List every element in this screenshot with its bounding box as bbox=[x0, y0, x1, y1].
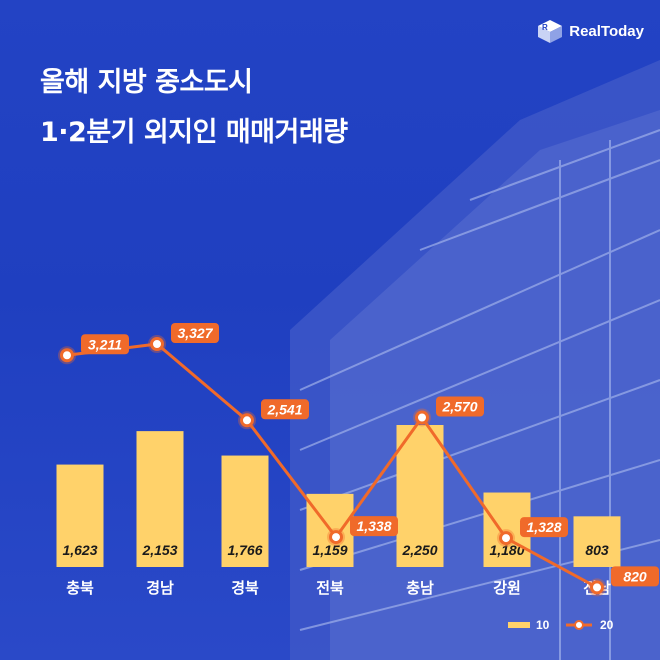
line-marker bbox=[150, 337, 164, 351]
brand-name: RealToday bbox=[569, 22, 644, 40]
x-tick-label: 충북 bbox=[66, 579, 94, 597]
bar bbox=[396, 425, 444, 567]
bar-value-label: 1,159 bbox=[312, 542, 347, 558]
title-line-1: 올해 지방 중소도시 bbox=[40, 67, 253, 98]
x-tick-label: 경남 bbox=[146, 579, 174, 597]
line-label-box bbox=[261, 399, 309, 420]
line-value-label: 2,541 bbox=[266, 401, 302, 417]
bar-value-label: 803 bbox=[585, 542, 609, 558]
line-marker bbox=[329, 530, 343, 545]
line-value-label: 3,327 bbox=[177, 325, 213, 341]
bar bbox=[136, 431, 184, 567]
line-value-label: 1,328 bbox=[526, 519, 561, 535]
legend-bar-label: 10 bbox=[536, 618, 550, 632]
brand-logo: R RealToday bbox=[535, 18, 644, 44]
line-label-box bbox=[611, 566, 659, 587]
x-tick-label: 경북 bbox=[231, 579, 259, 597]
x-tick-label: 전북 bbox=[316, 579, 344, 597]
line-marker bbox=[499, 531, 513, 546]
chart-title: 올해 지방 중소도시 1·2분기 외지인 매매거래량 bbox=[40, 58, 348, 158]
line-marker bbox=[415, 410, 429, 425]
line-label-box bbox=[81, 334, 129, 355]
x-tick-label: 강원 bbox=[493, 579, 521, 597]
legend-line-label: 20 bbox=[600, 618, 614, 632]
line-marker bbox=[240, 413, 254, 428]
bar bbox=[221, 455, 269, 567]
bar bbox=[573, 516, 621, 567]
bar-value-label: 1,623 bbox=[62, 542, 97, 558]
legend-bar-swatch bbox=[508, 622, 530, 628]
line-label-box bbox=[520, 517, 568, 538]
bar-value-label: 1,180 bbox=[489, 542, 524, 558]
line-marker bbox=[590, 580, 604, 595]
bar bbox=[56, 464, 104, 567]
svg-text:R: R bbox=[542, 23, 548, 32]
bar-value-label: 1,766 bbox=[227, 542, 262, 558]
line-value-label: 3,211 bbox=[88, 336, 122, 352]
cube-logo-icon: R bbox=[538, 20, 563, 43]
line-label-box bbox=[350, 516, 398, 537]
x-tick-label: 충남 bbox=[406, 579, 434, 597]
legend-line-marker bbox=[574, 620, 584, 630]
line-value-label: 1,338 bbox=[356, 518, 391, 534]
bar-value-label: 2,153 bbox=[141, 542, 177, 558]
line-label-box bbox=[436, 396, 484, 417]
line-value-label: 820 bbox=[623, 568, 647, 584]
title-line-2: 1·2분기 외지인 매매거래량 bbox=[40, 117, 348, 148]
line-label-box bbox=[171, 323, 219, 343]
line-marker bbox=[60, 348, 74, 363]
line-value-label: 2,570 bbox=[441, 398, 477, 414]
bar-value-label: 2,250 bbox=[401, 542, 437, 558]
